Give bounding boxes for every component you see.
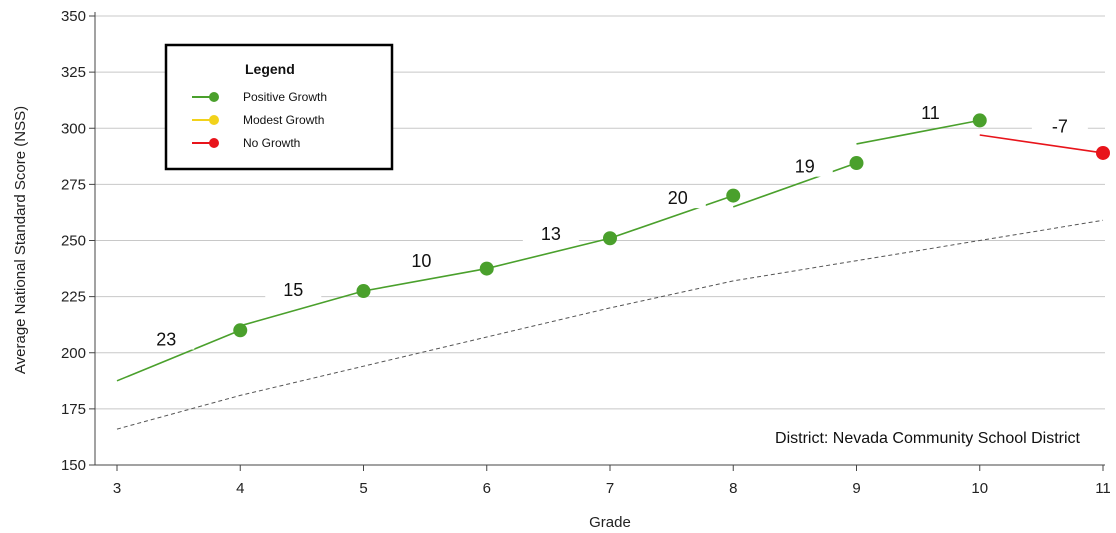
growth-segment--7 [979, 134, 1104, 154]
y-tick-label-225: 225 [61, 289, 86, 306]
growth-segment-11 [856, 119, 980, 145]
y-tick-label-250: 250 [61, 233, 86, 250]
growth-label-bg-19 [776, 154, 833, 177]
score-point-grade-9 [849, 156, 864, 171]
growth-label-bg-13 [522, 222, 579, 245]
axes: 150 175 200 225 250 275 300 325 350 3 4 5 6 7 8 9 10 11 [61, 8, 1111, 497]
y-tick-label-200: 200 [61, 345, 86, 362]
x-tick-label-3: 3 [113, 480, 121, 497]
x-tick-label-6: 6 [483, 480, 491, 497]
growth-label-bg-10 [393, 248, 450, 271]
x-tick-label-7: 7 [606, 480, 614, 497]
growth-segment-10 [363, 267, 487, 292]
growth-segment-20 [609, 194, 734, 240]
norm-reference-line [116, 219, 1104, 430]
growth-segment-19 [732, 162, 857, 208]
legend-marker-no-growth [209, 138, 219, 148]
growth-label-bg-15 [265, 278, 322, 301]
growth-label--7: -7 [1052, 116, 1068, 136]
y-tick-label-150: 150 [61, 457, 86, 474]
x-tick-label-4: 4 [236, 480, 244, 497]
district-annotation: District: Nevada Community School Distri… [775, 430, 1081, 447]
legend-label-modest-growth: Modest Growth [243, 113, 324, 127]
growth-label-bg-11 [902, 100, 959, 123]
score-points [233, 113, 1110, 338]
growth-label-bg-20 [649, 186, 706, 209]
y-axis-title: Average National Standard Score (NSS) [12, 106, 29, 374]
legend: Legend Positive Growth Modest Growth No … [164, 43, 394, 171]
score-point-grade-6 [479, 261, 494, 276]
legend-marker-positive-growth [209, 92, 219, 102]
y-tick-label-300: 300 [61, 120, 86, 137]
y-tick-label-175: 175 [61, 401, 86, 418]
growth-label-bg-23 [138, 327, 195, 350]
x-axis-title: Grade [589, 514, 631, 531]
score-point-grade-7 [603, 231, 617, 246]
growth-label-10: 10 [411, 251, 431, 271]
score-point-grade-11 [1096, 145, 1110, 160]
growth-segment-15 [240, 290, 364, 327]
growth-label-23: 23 [156, 330, 176, 350]
growth-segment-23 [116, 329, 241, 382]
growth-labels: 23 15 10 13 20 19 11 -7 [138, 100, 1088, 350]
score-point-grade-5 [356, 284, 371, 299]
growth-label-11: 11 [921, 103, 940, 123]
x-tick-label-8: 8 [729, 480, 737, 497]
legend-frame [164, 43, 394, 171]
growth-segments [116, 119, 1104, 382]
growth-label-15: 15 [283, 280, 303, 300]
growth-label-13: 13 [541, 224, 561, 244]
score-point-grade-8 [726, 188, 741, 203]
y-tick-label-350: 350 [61, 8, 86, 25]
growth-segment-13 [486, 237, 611, 270]
x-tick-label-11: 11 [1095, 480, 1111, 497]
x-tick-label-5: 5 [359, 480, 367, 497]
growth-label-19: 19 [795, 157, 815, 177]
legend-title: Legend [245, 61, 295, 77]
score-point-grade-10 [972, 113, 987, 128]
legend-marker-modest-growth [209, 115, 219, 125]
x-tick-label-10: 10 [971, 480, 988, 497]
legend-label-positive-growth: Positive Growth [243, 90, 327, 104]
growth-label-bg--7 [1031, 114, 1088, 137]
growth-label-20: 20 [668, 188, 688, 208]
x-tick-label-9: 9 [852, 480, 860, 497]
norm-line-path [116, 219, 1104, 430]
y-tick-label-275: 275 [61, 176, 86, 193]
legend-label-no-growth: No Growth [243, 136, 300, 150]
y-tick-label-325: 325 [61, 64, 86, 81]
score-point-grade-4 [233, 323, 248, 338]
